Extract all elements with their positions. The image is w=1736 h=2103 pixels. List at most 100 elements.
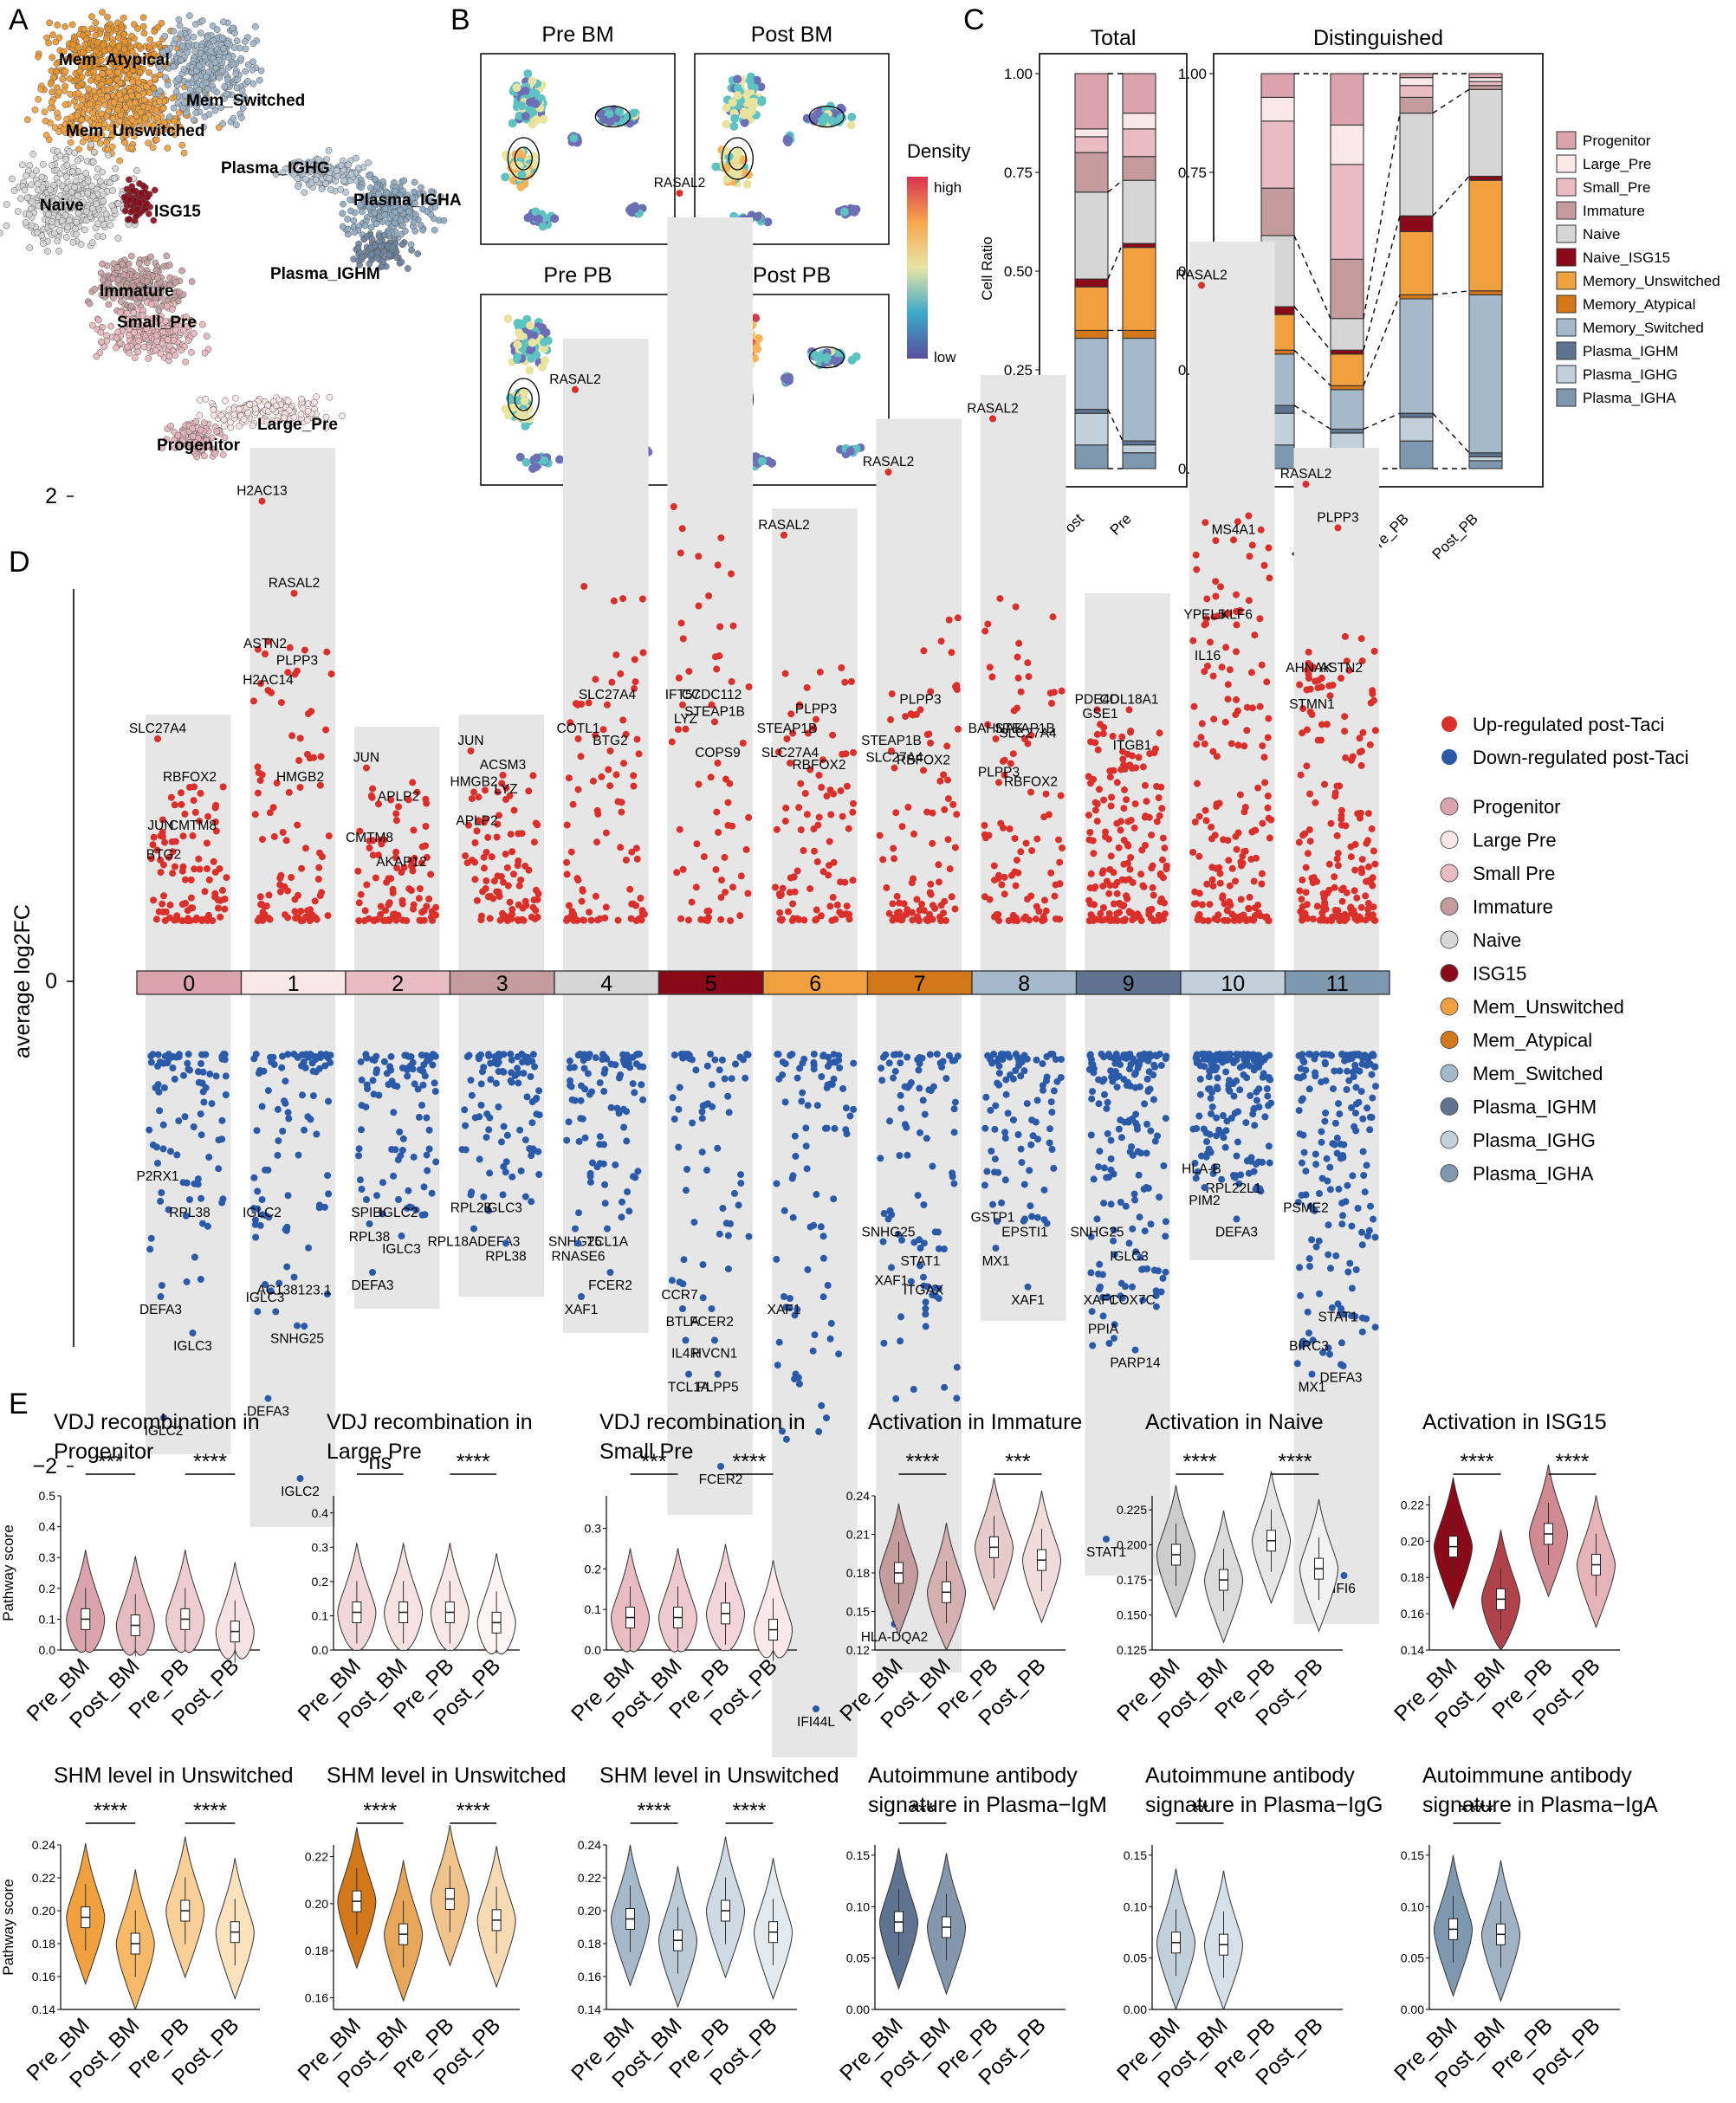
volcano-up-point <box>282 911 288 918</box>
umap-point <box>93 32 99 38</box>
umap-point <box>193 418 199 424</box>
volcano-up-point <box>178 789 185 796</box>
volcano-down-point <box>281 1097 288 1104</box>
stack-segment <box>1331 385 1364 390</box>
volcano-up-point <box>419 844 426 851</box>
volcano-up-point <box>266 891 273 898</box>
umap-point <box>105 152 111 158</box>
umap-point <box>178 347 185 353</box>
stack-segment <box>1400 216 1433 231</box>
volcano-up-point <box>432 904 439 911</box>
density-point <box>729 122 738 131</box>
volcano-down-point <box>422 1211 429 1218</box>
umap-point <box>171 28 177 34</box>
volcano-down-point <box>200 1069 207 1076</box>
volcano-up-point <box>519 830 526 837</box>
volcano-down-point <box>411 1154 418 1161</box>
volcano-down-point <box>432 1158 439 1165</box>
density-point <box>529 152 538 161</box>
umap-point <box>418 184 424 191</box>
volcano-up-point <box>423 823 430 830</box>
umap-point <box>152 75 158 81</box>
volcano-down-point <box>669 1277 676 1284</box>
volcano-down-point <box>388 1053 395 1060</box>
volcano-up-point <box>209 917 216 924</box>
umap-point <box>69 22 75 28</box>
umap-point <box>190 425 196 431</box>
volcano-down-point <box>423 1115 430 1122</box>
umap-point <box>141 344 147 350</box>
umap-point <box>126 197 133 203</box>
volcano-up-point <box>278 699 285 706</box>
panel-label-a: A <box>9 3 29 36</box>
umap-point <box>185 49 191 55</box>
volcano-down-point <box>575 1239 582 1246</box>
gene-label: SNHG25 <box>270 1332 324 1347</box>
stack-legend-key <box>1557 178 1576 196</box>
volcano-up-point <box>409 779 416 786</box>
volcano-down-point <box>157 1198 164 1205</box>
umap-point <box>409 247 415 253</box>
volcano-up-point <box>370 916 377 923</box>
umap-point <box>70 239 76 245</box>
stack-legend-label: Plasma_IGHG <box>1583 366 1678 383</box>
volcano-down-point <box>313 1131 320 1138</box>
volcano-down-point <box>299 1091 306 1098</box>
volcano-down-point <box>165 1052 172 1059</box>
volcano-down-point <box>577 1051 584 1058</box>
volcano-up-point <box>611 598 618 605</box>
umap-point <box>372 243 378 249</box>
volcano-up-point <box>405 885 412 892</box>
volcano-down-point <box>470 1226 477 1233</box>
volcano-down-point <box>604 1226 611 1233</box>
volcano-up-point <box>500 772 507 779</box>
volcano-up-point <box>693 883 700 890</box>
volcano-down-point <box>325 1098 332 1105</box>
gene-label: RPL38 <box>169 1206 210 1220</box>
density-point <box>758 457 767 466</box>
umap-point <box>123 94 129 100</box>
volcano-down-point <box>480 1064 487 1071</box>
volcano-up-point <box>154 735 161 742</box>
volcano-up-point <box>696 603 703 610</box>
umap-point <box>412 228 418 234</box>
volcano-up-point <box>579 898 586 905</box>
volcano-up-point <box>470 789 477 796</box>
volcano-down-point <box>312 1056 319 1063</box>
volcano-up-point <box>255 790 262 797</box>
umap-point <box>3 223 10 229</box>
volcano-down-point <box>578 1293 585 1300</box>
stack-legend-key <box>1557 202 1576 219</box>
volcano-down-point <box>632 1174 638 1181</box>
volcano-up-point <box>256 769 262 776</box>
volcano-down-point <box>359 1102 366 1109</box>
umap-point <box>170 63 176 69</box>
volcano-down-point <box>418 1102 425 1109</box>
volcano-up-point <box>182 877 189 883</box>
umap-point <box>441 217 447 223</box>
umap-point <box>115 107 121 113</box>
volcano-up-point <box>160 862 167 869</box>
volcano-up-point <box>678 619 685 626</box>
volcano-up-point <box>730 623 737 630</box>
volcano-up-point <box>606 782 613 789</box>
volcano-up-point <box>705 914 712 921</box>
umap-point <box>221 423 227 429</box>
volcano-up-point <box>172 838 179 845</box>
volcano-down-point <box>593 1054 599 1061</box>
stack-segment <box>1261 188 1294 236</box>
volcano-up-point <box>211 858 217 865</box>
density-point <box>514 319 522 327</box>
volcano-up-point <box>280 829 287 836</box>
umap-point <box>3 201 10 207</box>
volcano-up-point <box>716 652 722 659</box>
umap-point <box>374 184 380 190</box>
density-point <box>852 205 860 214</box>
volcano-down-point <box>325 1190 332 1197</box>
volcano-up-point <box>628 901 635 908</box>
volcano-up-point <box>422 796 429 803</box>
density-point <box>823 353 832 362</box>
umap-point <box>43 132 49 138</box>
density-point <box>525 366 534 374</box>
volcano-down-point <box>485 1051 492 1058</box>
